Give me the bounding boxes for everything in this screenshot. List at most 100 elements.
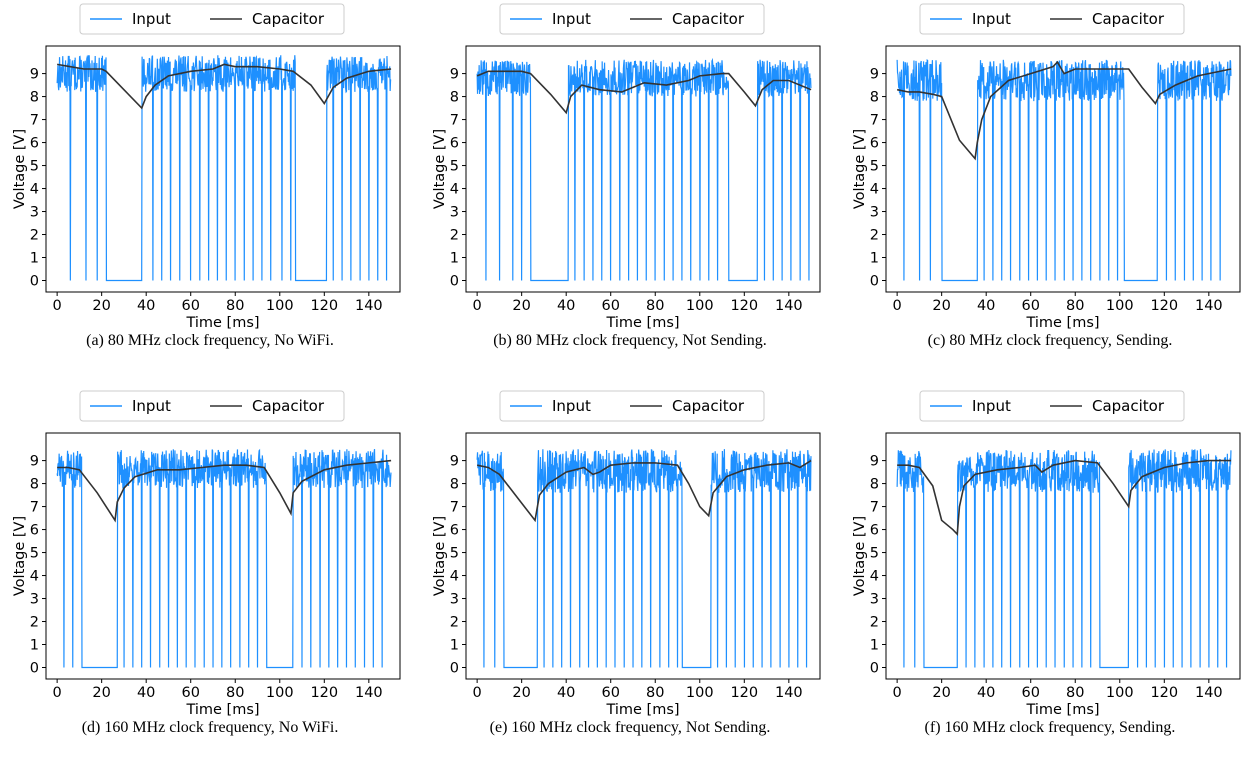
x-tick-label: 60	[1021, 685, 1039, 701]
x-tick-label: 80	[646, 298, 664, 314]
x-tick-label: 100	[266, 298, 294, 314]
capacitor-series-line	[896, 60, 1232, 161]
y-tick-label: 8	[450, 90, 459, 106]
figure-caption: (c) 80 MHz clock frequency, Sending.	[927, 332, 1173, 349]
y-tick-label: 3	[870, 592, 879, 608]
x-tick-label: 100	[1106, 298, 1134, 314]
chart-svg: 0 20 40 60 80 100 120 140 0 1 2 3 4 5 6 7 8 9 Time [ms] Vol…	[12, 3, 401, 331]
legend-input-label: Input	[972, 10, 1011, 28]
legend-capacitor-label: Capacitor	[252, 397, 325, 415]
x-tick-label: 80	[646, 685, 664, 701]
x-tick-label: 140	[1195, 298, 1223, 314]
x-tick-label: 20	[92, 298, 110, 314]
legend-capacitor-label: Capacitor	[252, 10, 325, 28]
y-tick-label: 7	[870, 500, 879, 516]
y-tick-label: 2	[870, 228, 879, 244]
capacitor-series-line	[56, 63, 392, 110]
figure-caption: (d) 160 MHz clock frequency, No WiFi.	[81, 719, 339, 736]
y-axis-label: Voltage [V]	[432, 516, 448, 596]
legend: Input Capacitor	[499, 390, 765, 422]
x-tick-label: 20	[92, 685, 110, 701]
input-series-line	[56, 54, 392, 282]
y-tick-label: 7	[30, 113, 39, 129]
x-tick-label: 40	[977, 685, 995, 701]
x-tick-label: 0	[53, 298, 62, 314]
y-axis-label: Voltage [V]	[852, 129, 868, 209]
chart-panel: 0 20 40 60 80 100 120 140 0 1 2 3 4 5 6 7 8 9 Time [ms] Vol…	[840, 387, 1260, 774]
legend-capacitor-label: Capacitor	[1092, 397, 1165, 415]
x-tick-label: 0	[473, 685, 482, 701]
y-tick-label: 0	[30, 274, 39, 290]
chart-svg: 0 20 40 60 80 100 120 140 0 1 2 3 4 5 6 7 8 9 Time [ms] Vol…	[852, 390, 1241, 718]
legend-input-label: Input	[552, 10, 591, 28]
y-tick-label: 9	[30, 67, 39, 83]
chart-svg: 0 20 40 60 80 100 120 140 0 1 2 3 4 5 6 7 8 9 Time [ms] Vol…	[12, 390, 401, 718]
chart-panel: 0 20 40 60 80 100 120 140 0 1 2 3 4 5 6 7 8 9 Time [ms] Vol…	[420, 387, 840, 774]
input-series-line	[476, 57, 812, 282]
capacitor-series-line	[897, 459, 1232, 536]
legend-capacitor-label: Capacitor	[672, 10, 745, 28]
y-tick-label: 0	[30, 661, 39, 677]
capacitor-series-line	[476, 70, 812, 115]
x-tick-label: 20	[512, 685, 530, 701]
input-series-line	[896, 449, 1232, 669]
y-tick-label: 2	[30, 615, 39, 631]
y-tick-label: 4	[450, 569, 459, 585]
x-axis-label: Time [ms]	[185, 702, 259, 718]
x-tick-label: 40	[977, 298, 995, 314]
y-tick-label: 3	[30, 205, 39, 221]
x-tick-label: 140	[775, 685, 803, 701]
x-tick-label: 20	[932, 298, 950, 314]
plot-frame	[885, 432, 1241, 680]
legend: Input Capacitor	[919, 390, 1185, 422]
x-tick-label: 100	[1106, 685, 1134, 701]
x-tick-label: 20	[932, 685, 950, 701]
x-tick-label: 80	[226, 685, 244, 701]
x-axis-label: Time [ms]	[1025, 702, 1099, 718]
y-tick-label: 6	[450, 136, 459, 152]
legend: Input Capacitor	[499, 3, 765, 35]
x-axis-label: Time [ms]	[1025, 315, 1099, 331]
y-tick-label: 2	[870, 615, 879, 631]
x-tick-label: 0	[893, 298, 902, 314]
y-tick-label: 8	[30, 477, 39, 493]
x-tick-label: 140	[1195, 685, 1223, 701]
input-series-line	[56, 448, 392, 669]
legend-input-label: Input	[132, 397, 171, 415]
y-tick-label: 8	[870, 90, 879, 106]
x-tick-label: 120	[310, 685, 338, 701]
y-tick-label: 8	[30, 90, 39, 106]
y-tick-label: 1	[30, 638, 39, 654]
x-tick-label: 60	[1021, 298, 1039, 314]
x-tick-label: 40	[137, 685, 155, 701]
chart-panel: 0 20 40 60 80 100 120 140 0 1 2 3 4 5 6 7 8 9 Time [ms] Vol…	[840, 0, 1260, 387]
legend-capacitor-label: Capacitor	[1092, 10, 1165, 28]
x-axis-label: Time [ms]	[605, 702, 679, 718]
y-tick-label: 1	[870, 638, 879, 654]
y-tick-label: 0	[870, 661, 879, 677]
x-tick-label: 120	[310, 298, 338, 314]
y-tick-label: 3	[870, 205, 879, 221]
y-tick-label: 9	[450, 67, 459, 83]
figure-caption: (e) 160 MHz clock frequency, Not Sending…	[489, 719, 771, 736]
plot-frame	[465, 45, 821, 293]
plot-frame	[45, 45, 401, 293]
x-tick-label: 0	[53, 685, 62, 701]
chart-svg: 0 20 40 60 80 100 120 140 0 1 2 3 4 5 6 7 8 9 Time [ms] Vol…	[852, 3, 1241, 331]
legend-capacitor-label: Capacitor	[672, 397, 745, 415]
x-tick-label: 60	[181, 685, 199, 701]
y-tick-label: 8	[450, 477, 459, 493]
capacitor-series-line	[57, 459, 392, 523]
y-axis-label: Voltage [V]	[12, 516, 28, 596]
y-tick-label: 8	[870, 477, 879, 493]
chart-panel: 0 20 40 60 80 100 120 140 0 1 2 3 4 5 6 7 8 9 Time [ms] Vol…	[420, 0, 840, 387]
y-tick-label: 0	[450, 661, 459, 677]
y-tick-label: 7	[450, 113, 459, 129]
y-tick-label: 6	[870, 136, 879, 152]
x-tick-label: 40	[557, 298, 575, 314]
y-tick-label: 4	[30, 182, 39, 198]
y-tick-label: 7	[30, 500, 39, 516]
x-axis-label: Time [ms]	[185, 315, 259, 331]
x-axis-label: Time [ms]	[605, 315, 679, 331]
